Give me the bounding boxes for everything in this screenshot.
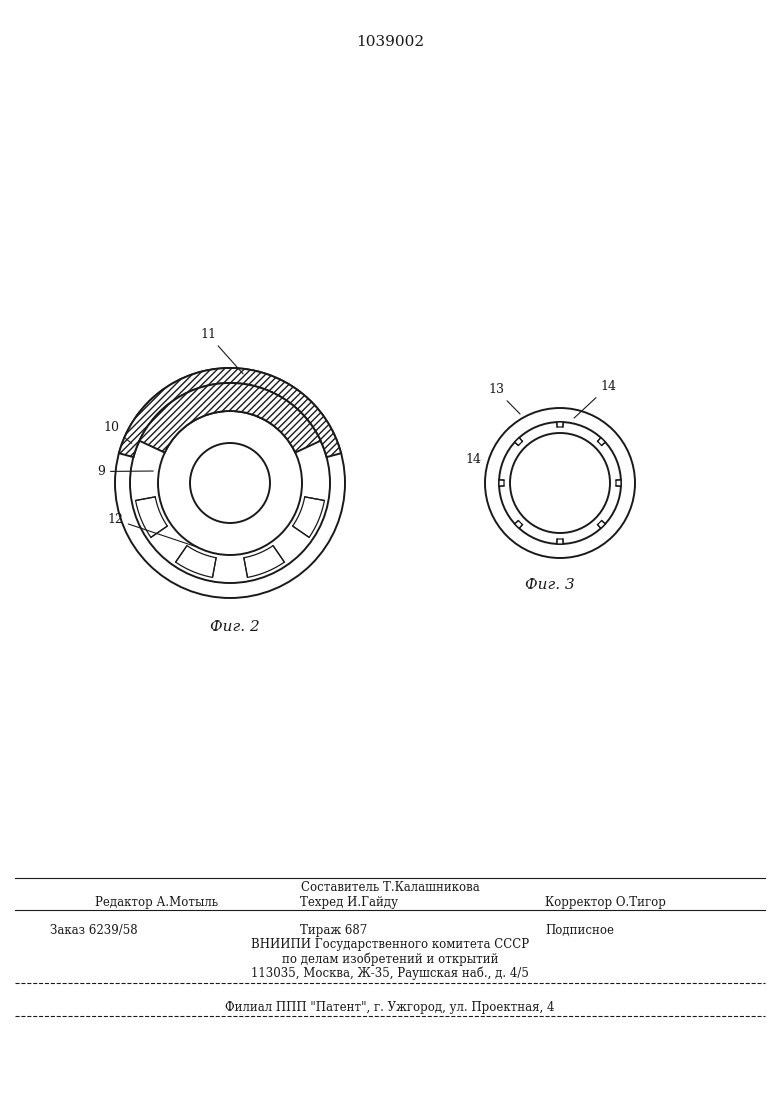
Text: Филиал ППП "Патент", г. Ужгород, ул. Проектная, 4: Филиал ППП "Патент", г. Ужгород, ул. Про…	[225, 1002, 555, 1014]
Polygon shape	[499, 480, 504, 486]
Polygon shape	[136, 496, 168, 537]
Text: 14: 14	[574, 381, 616, 418]
Polygon shape	[515, 438, 523, 446]
Polygon shape	[515, 521, 523, 528]
Text: ВНИИПИ Государственного комитета СССР: ВНИИПИ Государственного комитета СССР	[251, 938, 529, 951]
Wedge shape	[140, 383, 321, 452]
Text: 11: 11	[200, 328, 243, 374]
Text: 14: 14	[465, 453, 481, 465]
Text: Корректор О.Тигор: Корректор О.Тигор	[545, 896, 666, 909]
Text: Фиг. 3: Фиг. 3	[525, 578, 575, 592]
Text: по делам изобретений и открытий: по делам изобретений и открытий	[282, 952, 498, 965]
Polygon shape	[292, 496, 324, 537]
Text: 9: 9	[97, 465, 153, 478]
Polygon shape	[244, 546, 285, 577]
Polygon shape	[557, 422, 563, 427]
Text: Тираж 687: Тираж 687	[300, 924, 367, 938]
Polygon shape	[616, 480, 621, 486]
Text: 12: 12	[107, 513, 197, 547]
Text: Фиг. 2: Фиг. 2	[210, 620, 260, 634]
Polygon shape	[557, 539, 563, 544]
Text: Подписное: Подписное	[545, 924, 614, 938]
Text: Техред И.Гайду: Техред И.Гайду	[300, 896, 398, 909]
Text: Редактор А.Мотыль: Редактор А.Мотыль	[95, 896, 218, 909]
Text: 10: 10	[103, 421, 132, 443]
Wedge shape	[119, 368, 341, 457]
Polygon shape	[176, 546, 216, 577]
Text: 13: 13	[488, 383, 520, 414]
Text: Составитель Т.Калашникова: Составитель Т.Калашникова	[300, 881, 480, 895]
Polygon shape	[597, 438, 605, 446]
Polygon shape	[597, 521, 605, 528]
Text: 1039002: 1039002	[356, 35, 424, 49]
Text: Заказ 6239/58: Заказ 6239/58	[50, 924, 137, 938]
Text: 113035, Москва, Ж-35, Раушская наб., д. 4/5: 113035, Москва, Ж-35, Раушская наб., д. …	[251, 966, 529, 979]
